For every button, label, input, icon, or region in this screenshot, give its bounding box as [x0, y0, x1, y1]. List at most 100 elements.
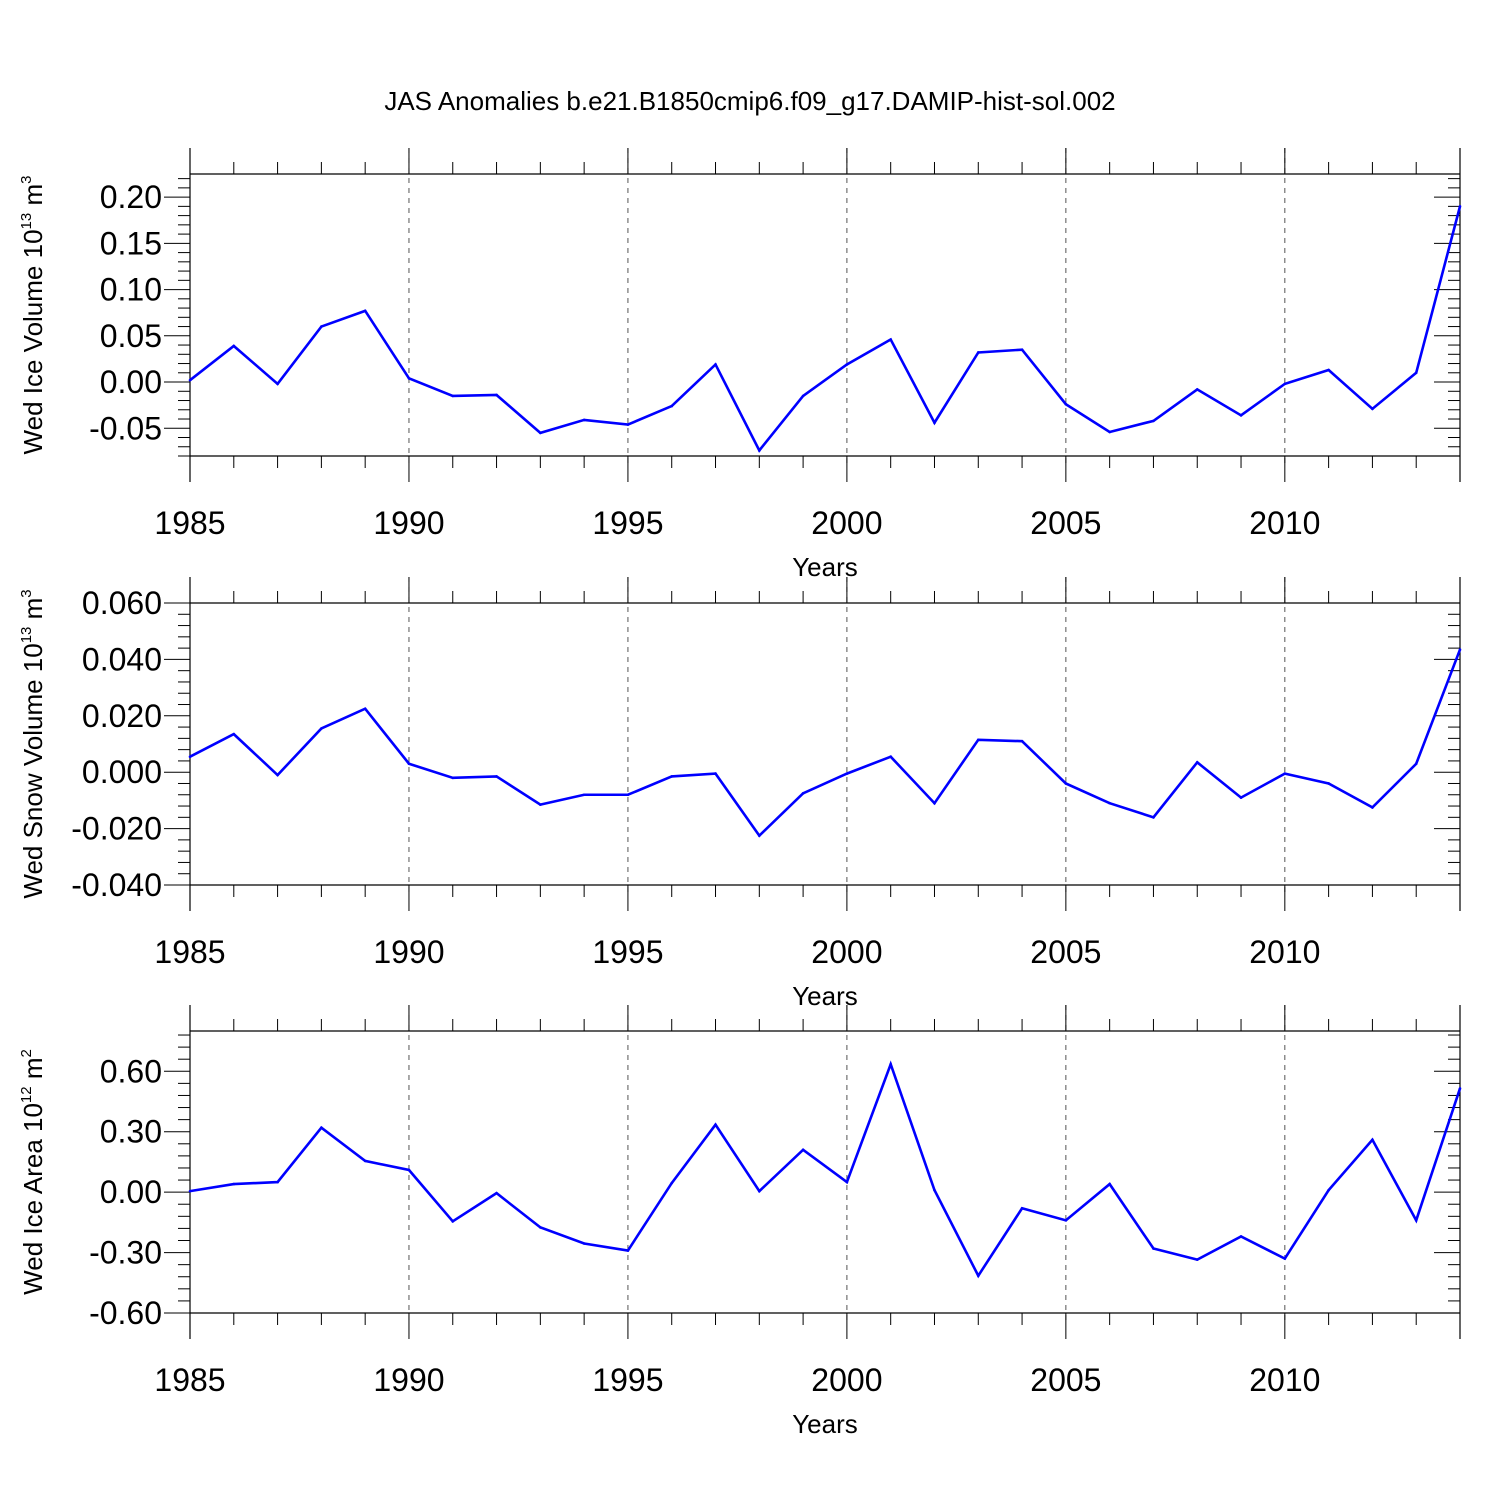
- y-tick-label: 0.000: [82, 754, 162, 790]
- data-point: [320, 325, 323, 328]
- data-point: [1283, 1257, 1287, 1260]
- data-point: [714, 1123, 717, 1126]
- y-axis-label-exponent: 12: [18, 1086, 35, 1103]
- data-point: [495, 775, 498, 778]
- x-axis-label: Years: [792, 981, 858, 1011]
- data-point: [1371, 806, 1374, 809]
- data-point: [407, 762, 411, 766]
- data-point: [276, 382, 279, 386]
- y-tick-label: -0.040: [71, 867, 162, 903]
- data-point: [670, 775, 674, 778]
- y-tick-label: 0.00: [100, 1174, 162, 1210]
- y-axis-label-text: Wed Snow Volume 10: [18, 643, 48, 898]
- y-tick-label: 0.00: [100, 364, 162, 400]
- data-point: [407, 1168, 411, 1172]
- data-point: [276, 1180, 279, 1184]
- data-point: [976, 351, 980, 354]
- data-point: [1108, 1182, 1111, 1186]
- data-point: [1371, 1138, 1374, 1142]
- data-point: [1458, 205, 1462, 208]
- data-point: [363, 707, 367, 711]
- y-axis-label-unit-exponent: 3: [18, 589, 35, 597]
- y-tick-label: 0.30: [100, 1114, 162, 1150]
- y-tick-label: 0.10: [100, 272, 162, 308]
- y-tick-label: 0.05: [100, 318, 162, 354]
- data-point: [582, 793, 586, 797]
- data-point: [1327, 368, 1330, 372]
- y-tick-label: -0.30: [89, 1235, 162, 1271]
- y-axis-label-exponent: 13: [18, 627, 35, 644]
- data-point: [845, 772, 849, 775]
- data-point: [451, 1220, 455, 1223]
- data-point: [276, 773, 279, 777]
- data-point: [1152, 419, 1155, 423]
- data-point: [1371, 407, 1374, 411]
- y-tick-label: 0.20: [100, 179, 162, 215]
- y-axis-label: Wed Ice Area 1012 m2: [18, 1049, 48, 1295]
- data-point: [933, 421, 936, 425]
- data-point: [320, 727, 323, 730]
- data-point: [1458, 1087, 1462, 1090]
- x-tick-label: 2005: [1030, 934, 1101, 970]
- x-tick-label: 2005: [1030, 505, 1101, 541]
- x-tick-label: 2010: [1249, 505, 1320, 541]
- data-point: [714, 363, 717, 366]
- series-line: [189, 1060, 1462, 1279]
- y-axis-label-unit-exponent: 3: [18, 176, 35, 184]
- y-tick-label: 0.040: [82, 641, 162, 677]
- data-point: [1020, 348, 1024, 351]
- panels: 1985 1990 1995 2000 2005 2010 -0.05 0.00 0.05 0.1…: [18, 148, 1462, 1439]
- y-axis-label: Wed Ice Volume 1013 m3: [18, 176, 48, 455]
- data-point: [626, 793, 630, 797]
- data-point: [1283, 772, 1287, 775]
- data-point: [1239, 796, 1243, 799]
- data-point: [889, 338, 892, 341]
- data-point: [188, 1189, 192, 1193]
- data-point: [1195, 388, 1199, 391]
- x-tick-label: 2000: [811, 1362, 882, 1398]
- data-point: [1108, 430, 1111, 434]
- x-tick-label: 1985: [154, 505, 225, 541]
- x-tick-label: 1995: [592, 1362, 663, 1398]
- panel-3: 1985 1990 1995 2000 2005 2010 -0.60 -0.30 0.00 0.…: [18, 1005, 1462, 1439]
- data-point: [1108, 801, 1111, 805]
- x-tick-label: 2005: [1030, 1362, 1101, 1398]
- y-axis-label-exponent: 13: [18, 213, 35, 230]
- x-tick-label: 1985: [154, 1362, 225, 1398]
- y-tick-label: 0.60: [100, 1053, 162, 1089]
- data-point: [495, 1191, 498, 1195]
- y-axis-label: Wed Snow Volume 1013 m3: [18, 589, 48, 898]
- x-tick-label: 1985: [154, 934, 225, 970]
- data-point: [1064, 782, 1068, 785]
- y-axis-label-text: Wed Ice Area 10: [18, 1103, 48, 1295]
- data-point: [976, 738, 980, 742]
- data-point: [889, 755, 892, 758]
- y-tick-label: -0.60: [89, 1295, 162, 1331]
- x-axis-label: Years: [792, 1409, 858, 1439]
- y-axis-label-unit: m: [18, 1058, 48, 1087]
- data-point: [188, 755, 192, 758]
- data-point: [626, 1249, 630, 1252]
- data-point: [976, 1274, 980, 1278]
- data-point: [1414, 371, 1418, 375]
- x-tick-label: 2010: [1249, 934, 1320, 970]
- x-tick-label: 2000: [811, 934, 882, 970]
- data-point: [1152, 1247, 1155, 1250]
- data-point: [626, 423, 630, 426]
- data-point: [1458, 648, 1462, 651]
- data-point: [1064, 402, 1068, 406]
- y-axis-label-unit: m: [18, 184, 48, 213]
- y-axis-label-unit: m: [18, 598, 48, 627]
- panel-1: 1985 1990 1995 2000 2005 2010 -0.05 0.00 0.05 0.1…: [18, 148, 1462, 582]
- x-tick-label: 1995: [592, 934, 663, 970]
- data-point: [1327, 782, 1330, 785]
- data-point: [1239, 414, 1243, 417]
- data-point: [670, 404, 674, 408]
- data-point: [1064, 1219, 1068, 1222]
- data-point: [495, 393, 498, 397]
- y-tick-label: 0.020: [82, 698, 162, 734]
- data-point: [933, 801, 936, 805]
- y-tick-label: 0.060: [82, 585, 162, 621]
